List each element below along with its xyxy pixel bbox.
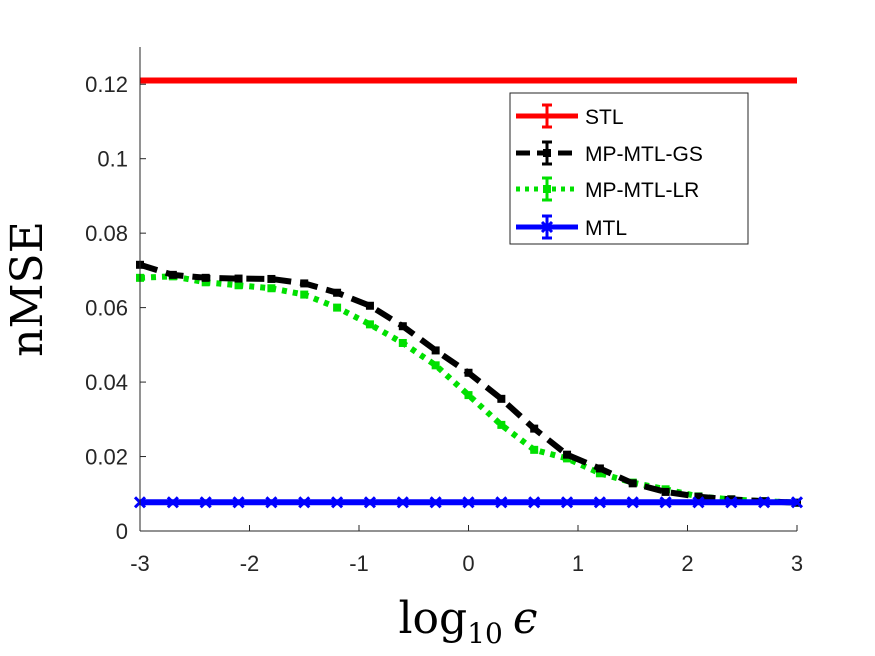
mtl-marker <box>758 496 771 509</box>
data-point <box>530 445 539 454</box>
mtl-marker <box>199 496 212 509</box>
tick-layer: -3 -2 -1 0 1 2 3 0 0.02 0.04 0.06 0.08 0.1 0.12 <box>85 72 803 576</box>
data-point <box>595 469 604 478</box>
x-axis-title-base: log <box>398 593 467 644</box>
data-point <box>694 492 703 501</box>
x-tick-label: 0 <box>462 551 474 576</box>
legend-entry-stl: STL <box>516 103 624 129</box>
data-point <box>234 281 243 290</box>
mtl-marker <box>331 496 344 509</box>
mtl-marker <box>462 496 475 509</box>
series-layer <box>133 77 804 509</box>
data-point <box>628 479 637 488</box>
mtl-marker <box>166 496 179 509</box>
data-point <box>464 368 473 377</box>
series-mtl <box>133 496 804 509</box>
legend-entry-mp-mtl-lr: MP-MTL-LR <box>516 176 699 202</box>
x-tick-label: 1 <box>572 551 584 576</box>
data-point <box>267 274 276 283</box>
data-point <box>464 391 473 400</box>
legend-marker-icon <box>543 149 551 157</box>
y-tick-label: 0.08 <box>85 221 128 246</box>
x-tick-label: -3 <box>130 551 150 576</box>
x-tick-label: -2 <box>240 551 260 576</box>
data-point <box>365 320 374 329</box>
x-axis-title: log10 ϵ <box>398 593 537 650</box>
mtl-marker <box>265 496 278 509</box>
x-tick-label: -1 <box>349 551 369 576</box>
data-point <box>497 420 506 429</box>
x-tick-label: 3 <box>791 551 803 576</box>
mtl-marker <box>232 496 245 509</box>
mtl-marker <box>593 496 606 509</box>
data-point <box>661 487 670 496</box>
data-point <box>431 346 440 355</box>
data-point <box>595 464 604 473</box>
y-tick-label: 0.02 <box>85 445 128 470</box>
data-point <box>201 278 210 287</box>
legend: STL MP-MTL-GS MP-MTL-LR MTL <box>509 92 749 245</box>
x-axis-title-epsilon: ϵ <box>513 593 538 644</box>
x-axis-title-subscript: 10 <box>467 617 503 650</box>
data-point <box>398 338 407 347</box>
legend-label: MP-MTL-LR <box>585 179 699 202</box>
mtl-marker <box>790 496 804 509</box>
y-tick-label: 0.12 <box>85 72 128 97</box>
mtl-marker <box>560 496 574 509</box>
data-point <box>431 361 440 370</box>
y-tick-label: 0.1 <box>97 147 128 172</box>
y-tick-label: 0 <box>116 519 128 544</box>
data-point <box>201 273 210 282</box>
legend-entry-mp-mtl-gs: MP-MTL-GS <box>516 140 703 166</box>
data-point <box>234 274 243 283</box>
legend-label: MTL <box>585 217 627 240</box>
legend-label: STL <box>585 106 624 129</box>
legend-entry-mtl: MTL <box>516 214 627 240</box>
data-point <box>300 279 309 288</box>
y-tick-label: 0.06 <box>85 296 128 321</box>
data-point <box>333 303 342 312</box>
y-axis-title: nMSE <box>2 221 53 357</box>
mtl-marker <box>528 496 541 509</box>
data-point <box>530 424 539 433</box>
data-point <box>267 284 276 293</box>
data-point <box>398 322 407 331</box>
data-point <box>497 394 506 403</box>
y-tick-label: 0.04 <box>85 370 128 395</box>
legend-label: MP-MTL-GS <box>585 143 703 166</box>
mtl-marker <box>692 496 705 509</box>
data-point <box>563 450 572 459</box>
data-point <box>300 290 309 299</box>
x-tick-label: 2 <box>681 551 693 576</box>
mtl-marker <box>396 496 409 509</box>
legend-marker-icon <box>543 185 551 193</box>
legend-marker-icon <box>540 220 554 234</box>
mtl-marker <box>495 496 508 509</box>
mtl-marker <box>429 496 442 509</box>
mtl-marker <box>363 496 377 509</box>
mtl-marker <box>298 496 311 509</box>
data-point <box>333 288 342 297</box>
mtl-marker <box>626 496 639 509</box>
mtl-marker <box>659 496 672 509</box>
data-point <box>365 301 374 310</box>
legend-errorbar-icon <box>542 103 552 129</box>
data-point <box>168 270 177 279</box>
mtl-marker <box>725 496 738 509</box>
